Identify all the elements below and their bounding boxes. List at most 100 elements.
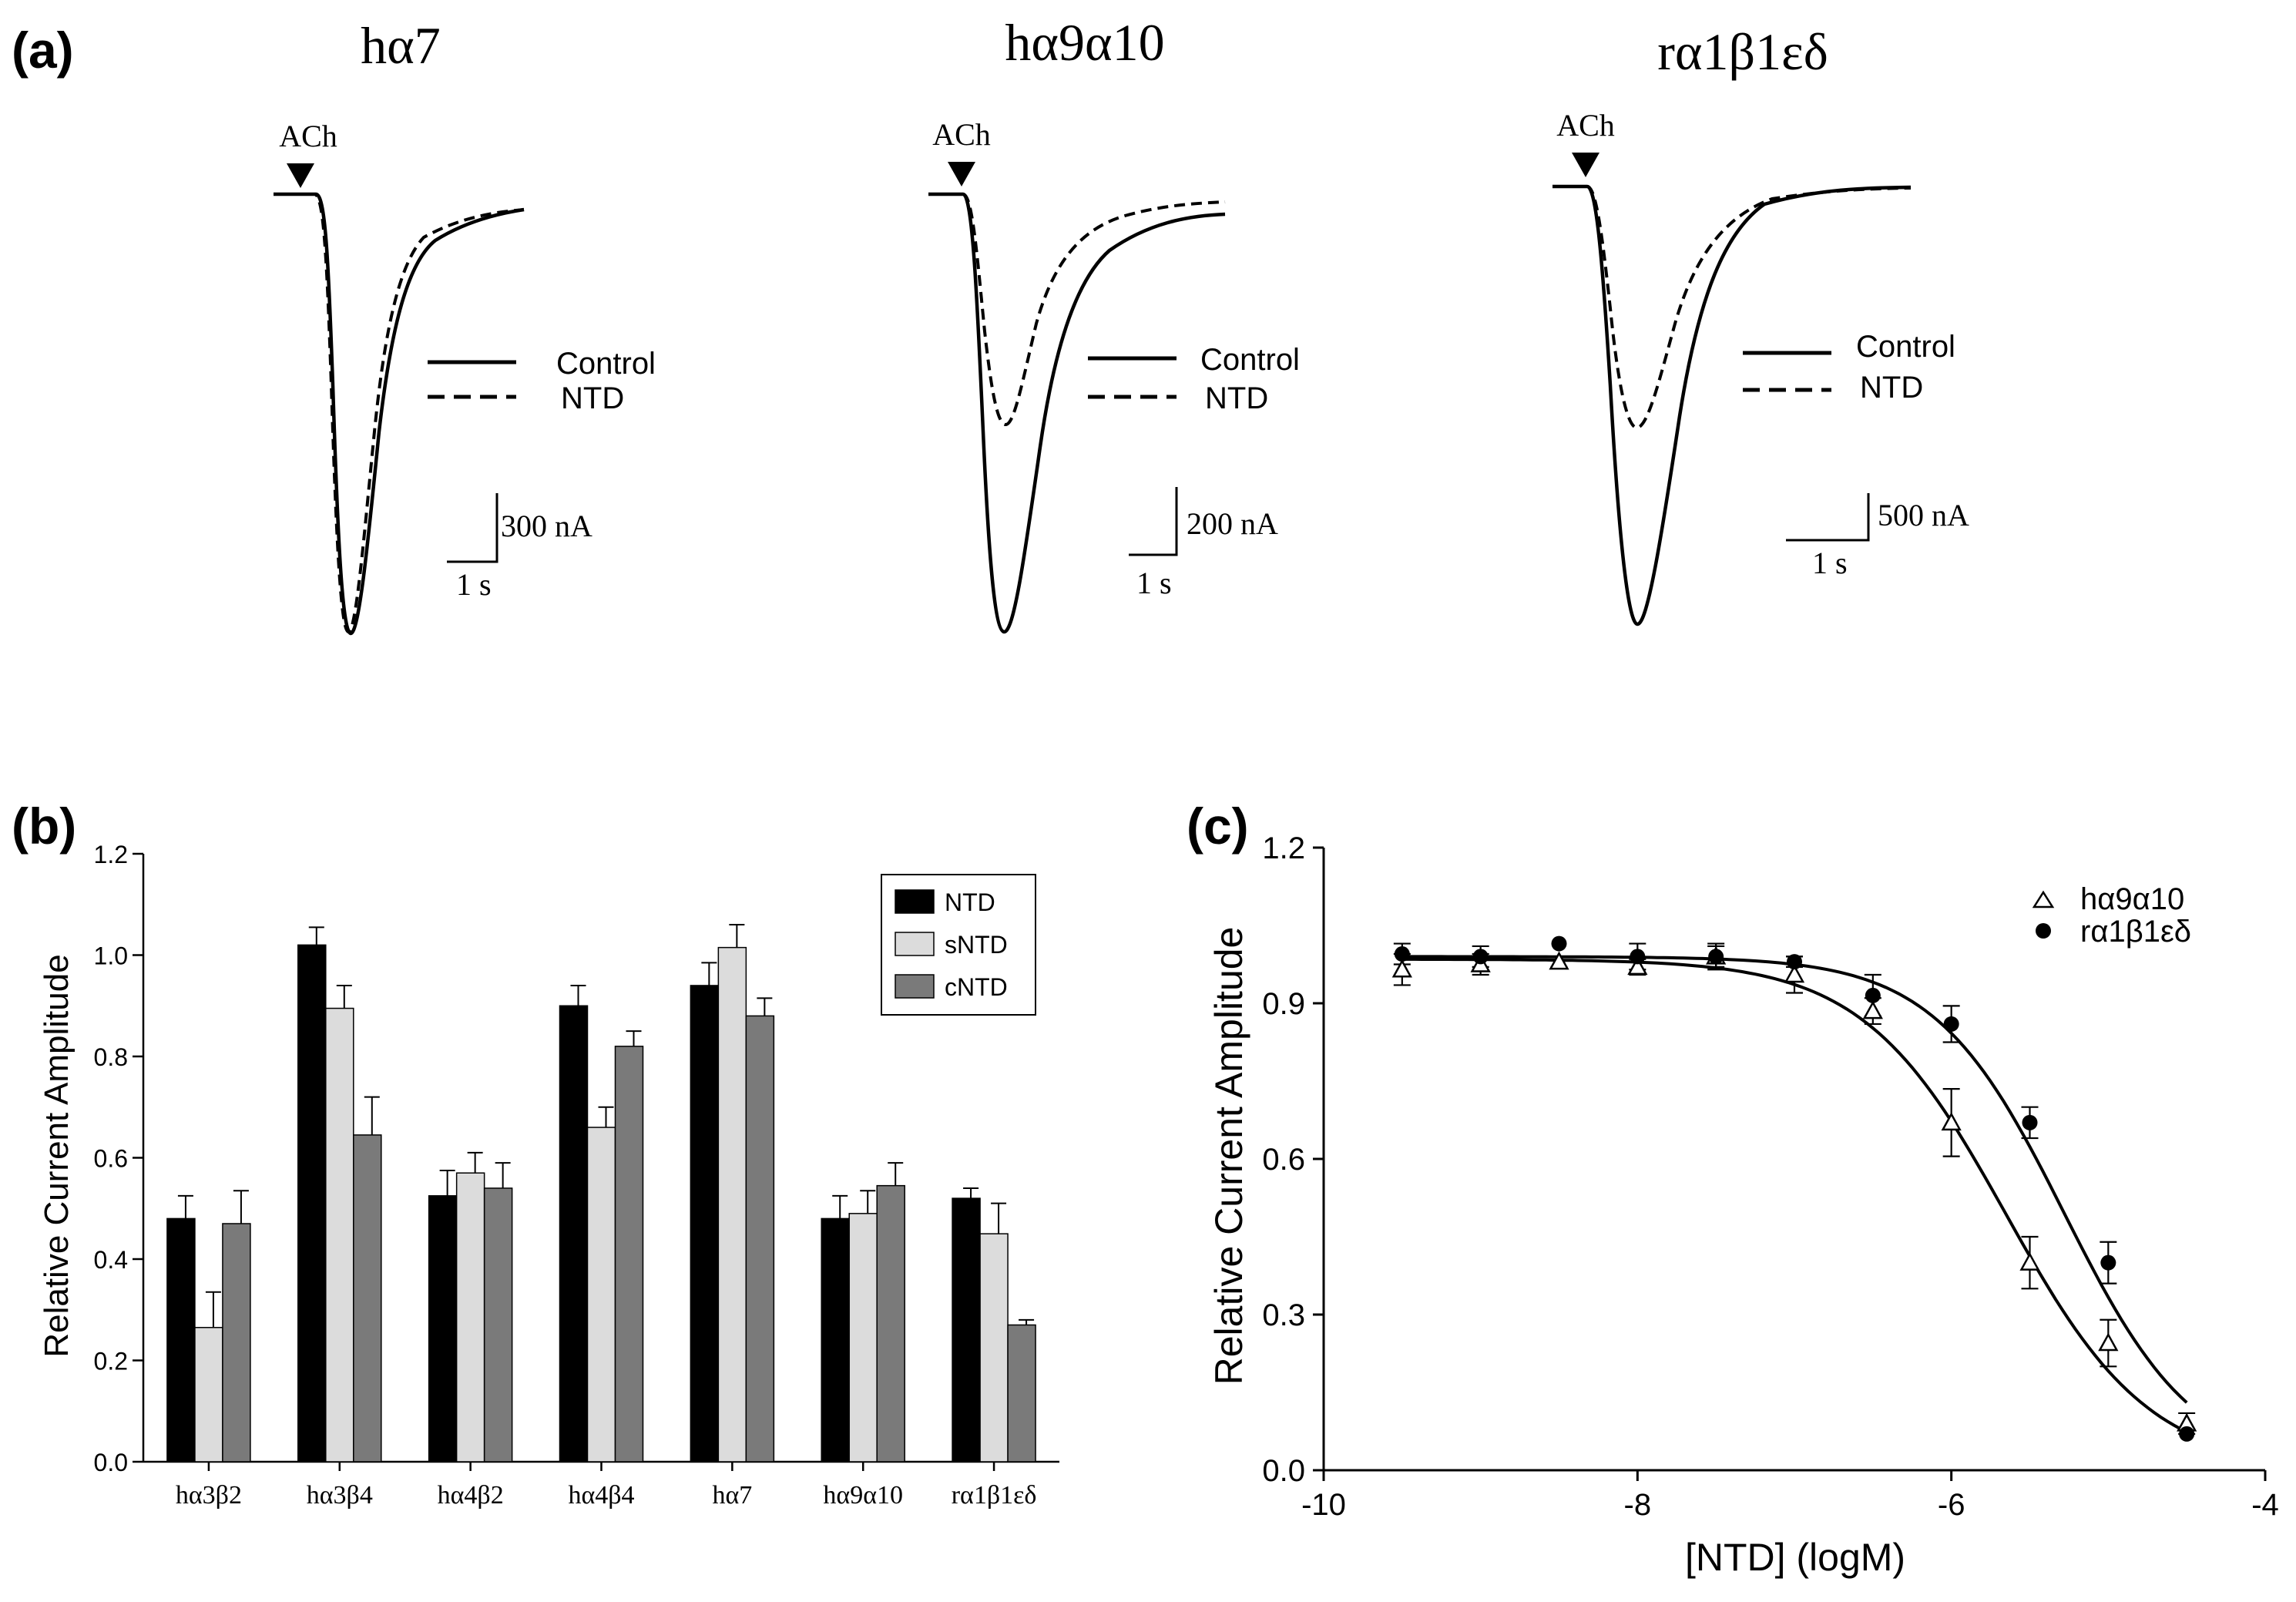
panel-b-label: (b) (12, 798, 76, 855)
error-bar (701, 962, 717, 986)
trace-panel-1: hα7 ACh Control NTD 300 nA 1 s (274, 16, 656, 636)
bar-sntd (586, 1127, 616, 1463)
trace-3-scale-time: 1 s (1812, 546, 1848, 580)
bar-chart-category-label: hα4β4 (568, 1481, 634, 1510)
error-bar (757, 997, 773, 1016)
error-bar (308, 926, 324, 945)
error-bar (991, 1202, 1007, 1234)
error-bar (626, 1030, 642, 1046)
data-point-a1b1ed (1394, 946, 1410, 962)
bar-ntd (690, 985, 720, 1463)
error-bar (233, 1190, 249, 1224)
error-bar (439, 1169, 455, 1196)
legend-label-a9a10: hα9α10 (2080, 882, 2184, 916)
trace-2-stimulus-arrow-icon (948, 162, 975, 186)
trace-3-scale-bar (1786, 493, 1870, 542)
bar-chart-ylabel: Relative Current Amplitude (38, 954, 76, 1357)
error-bar (888, 1162, 904, 1186)
bar-chart-category-label: rα1β1εδ (952, 1481, 1037, 1510)
trace-3-stimulus-arrow-icon (1572, 153, 1599, 177)
trace-2-stimulus-label: ACh (932, 117, 991, 152)
trace-2-control-trace (928, 192, 1226, 634)
data-point-a9a10 (1627, 956, 1648, 976)
bar-chart-ytick-label: 0.2 (94, 1348, 128, 1375)
data-point-a9a10 (1391, 959, 1412, 978)
trace-2-title: hα9α10 (1005, 13, 1164, 72)
bar-sntd (979, 1233, 1009, 1463)
error-bar (832, 1194, 848, 1219)
error-bar (598, 1106, 614, 1128)
error-bar (177, 1194, 193, 1219)
trace-2-legend-ntd-label: NTD (1205, 381, 1268, 415)
bar-chart-ytick-label: 0.4 (94, 1246, 128, 1274)
bar-sntd (194, 1327, 223, 1463)
error-bar (467, 1151, 483, 1174)
bar-ntd (297, 944, 327, 1463)
legend-triangle-icon (2032, 890, 2055, 908)
fit-curve-a1b1ed (1401, 955, 2188, 1404)
trace-3-scale-current: 500 nA (1878, 498, 1969, 532)
bar-sntd (848, 1213, 878, 1463)
bar-cntd (614, 1046, 644, 1463)
bar-cntd (353, 1134, 382, 1463)
trace-1-legend-control-label: Control (556, 347, 656, 381)
trace-1-scale-current: 300 nA (501, 509, 592, 543)
bar-chart-ytick-label: 0.0 (94, 1449, 128, 1476)
data-point-a1b1ed (1865, 987, 1881, 1003)
trace-1-stimulus-arrow-icon (287, 163, 314, 188)
trace-1-scale-bar (447, 493, 498, 563)
data-point-a1b1ed (2022, 1114, 2038, 1130)
bar-sntd (325, 1007, 354, 1463)
error-bar (860, 1190, 876, 1214)
legend-swatch-sntd (895, 932, 935, 956)
error-bar (205, 1291, 221, 1328)
data-point-a9a10 (1941, 1112, 1962, 1131)
bar-chart-category-label: hα4β2 (438, 1481, 504, 1510)
dose-chart-xtick-label: -8 (1624, 1488, 1652, 1522)
trace-3-legend-control-label: Control (1856, 330, 1955, 364)
panel-c-label: (c) (1187, 798, 1249, 855)
fit-curve-a9a10 (1401, 957, 2188, 1434)
bar-ntd (559, 1005, 589, 1463)
trace-1-ntd-trace (274, 193, 525, 634)
trace-panel-2: hα9α10 ACh Control NTD 200 nA 1 s (928, 13, 1300, 634)
trace-3-legend-ntd-label: NTD (1860, 371, 1923, 405)
legend-circle-icon (2036, 923, 2051, 939)
trace-1-scale-time: 1 s (456, 567, 492, 602)
dose-chart-ytick-label: 0.3 (1262, 1298, 1305, 1332)
trace-3-title: rα1β1εδ (1657, 22, 1828, 81)
bar-chart-ytick-label: 1.0 (94, 942, 128, 970)
data-point-a9a10 (2098, 1332, 2119, 1352)
bar-sntd (455, 1172, 485, 1463)
bar-chart-ytick-label: 0.8 (94, 1043, 128, 1071)
bar-cntd (483, 1187, 513, 1463)
bar-cntd (876, 1184, 905, 1463)
dose-chart-xlabel: [NTD] (logM) (1685, 1536, 1905, 1579)
panel-a-label: (a) (12, 22, 74, 79)
bar-cntd (222, 1223, 251, 1463)
error-bar (963, 1187, 979, 1199)
bar-cntd (745, 1015, 775, 1463)
data-point-a1b1ed (1943, 1016, 1959, 1032)
trace-1-title: hα7 (361, 16, 441, 75)
error-bar (1019, 1318, 1035, 1325)
legend-label-a1b1ed: rα1β1εδ (2080, 915, 2191, 949)
trace-1-stimulus-label: ACh (279, 119, 337, 153)
dose-response-chart: Relative Current Amplitude [NTD] (logM) … (1207, 831, 2279, 1579)
data-point-a9a10 (1549, 951, 1569, 970)
data-point-a1b1ed (1630, 949, 1646, 965)
trace-2-scale-bar (1129, 487, 1178, 556)
bar-ntd (952, 1197, 981, 1463)
dose-chart-xtick-label: -10 (1301, 1488, 1346, 1522)
trace-2-legend-control-label: Control (1200, 343, 1300, 377)
trace-3-control-trace (1552, 184, 1912, 626)
error-bar (364, 1096, 380, 1135)
trace-3-stimulus-label: ACh (1556, 108, 1615, 143)
bar-chart-category-label: hα3β4 (307, 1481, 373, 1510)
bar-chart-category-label: hα3β2 (176, 1481, 242, 1510)
trace-2-scale-current: 200 nA (1187, 506, 1278, 541)
data-point-a9a10 (2019, 1252, 2040, 1271)
legend-label-cntd: cNTD (945, 973, 1008, 1001)
data-point-a1b1ed (1472, 949, 1489, 965)
